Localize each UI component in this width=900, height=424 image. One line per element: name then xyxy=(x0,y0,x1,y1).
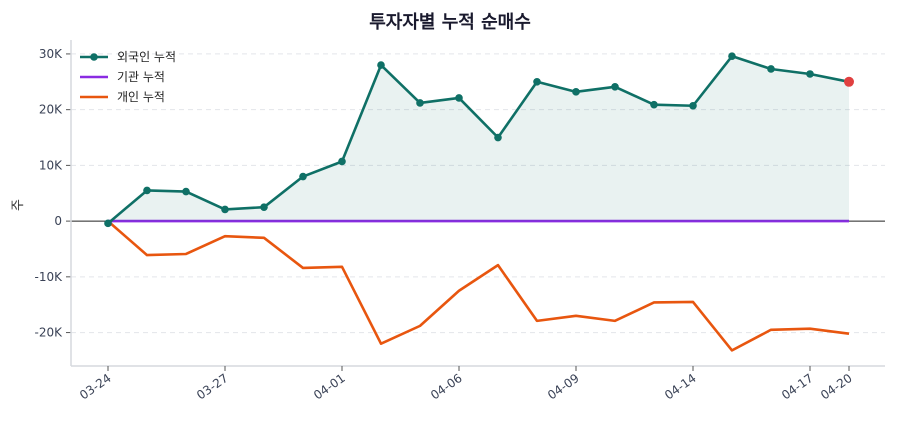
data-point xyxy=(260,203,268,211)
data-point xyxy=(806,70,814,78)
legend-label: 외국인 누적 xyxy=(117,50,176,64)
x-tick-label: 03-24 xyxy=(77,371,114,402)
legend-label: 기관 누적 xyxy=(117,70,165,84)
last-point-marker xyxy=(844,76,854,87)
x-tick-label: 04-20 xyxy=(818,371,855,402)
series-line-0 xyxy=(107,54,850,225)
data-point xyxy=(143,186,151,195)
data-point xyxy=(338,157,346,166)
y-tick-label: 30K xyxy=(39,47,63,61)
legend-marker xyxy=(90,53,98,61)
chart-title: 투자자별 누적 순매수 xyxy=(369,12,531,33)
data-point xyxy=(182,187,190,196)
data-point xyxy=(572,88,580,96)
data-point xyxy=(416,99,424,107)
x-tick-label: 04-14 xyxy=(662,371,699,402)
y-tick-label: -20K xyxy=(35,326,64,340)
y-tick-label: 20K xyxy=(39,103,63,117)
area-fill-foreign xyxy=(108,56,849,224)
data-point xyxy=(494,133,502,142)
data-point xyxy=(611,83,619,91)
x-tick-label: 04-09 xyxy=(545,371,582,402)
x-tick-label: 04-01 xyxy=(311,371,348,402)
data-point xyxy=(728,52,736,60)
y-tick-label: -10K xyxy=(35,270,64,284)
y-tick-label: 10K xyxy=(39,158,63,172)
data-point xyxy=(104,219,112,228)
data-point xyxy=(377,61,385,69)
data-point xyxy=(299,172,307,181)
x-tick-label: 03-27 xyxy=(194,371,231,402)
data-point xyxy=(689,101,697,110)
data-point xyxy=(221,205,229,214)
data-point xyxy=(767,65,775,73)
series-line-2 xyxy=(107,220,850,352)
x-tick-label: 04-06 xyxy=(428,371,465,402)
data-point xyxy=(455,94,463,102)
data-point xyxy=(650,100,658,109)
y-tick-label: 0 xyxy=(54,214,62,228)
x-tick-label: 04-17 xyxy=(779,371,816,402)
y-axis-label: 주 xyxy=(11,199,26,211)
legend-label: 개인 누적 xyxy=(117,90,165,104)
data-point xyxy=(533,77,541,86)
